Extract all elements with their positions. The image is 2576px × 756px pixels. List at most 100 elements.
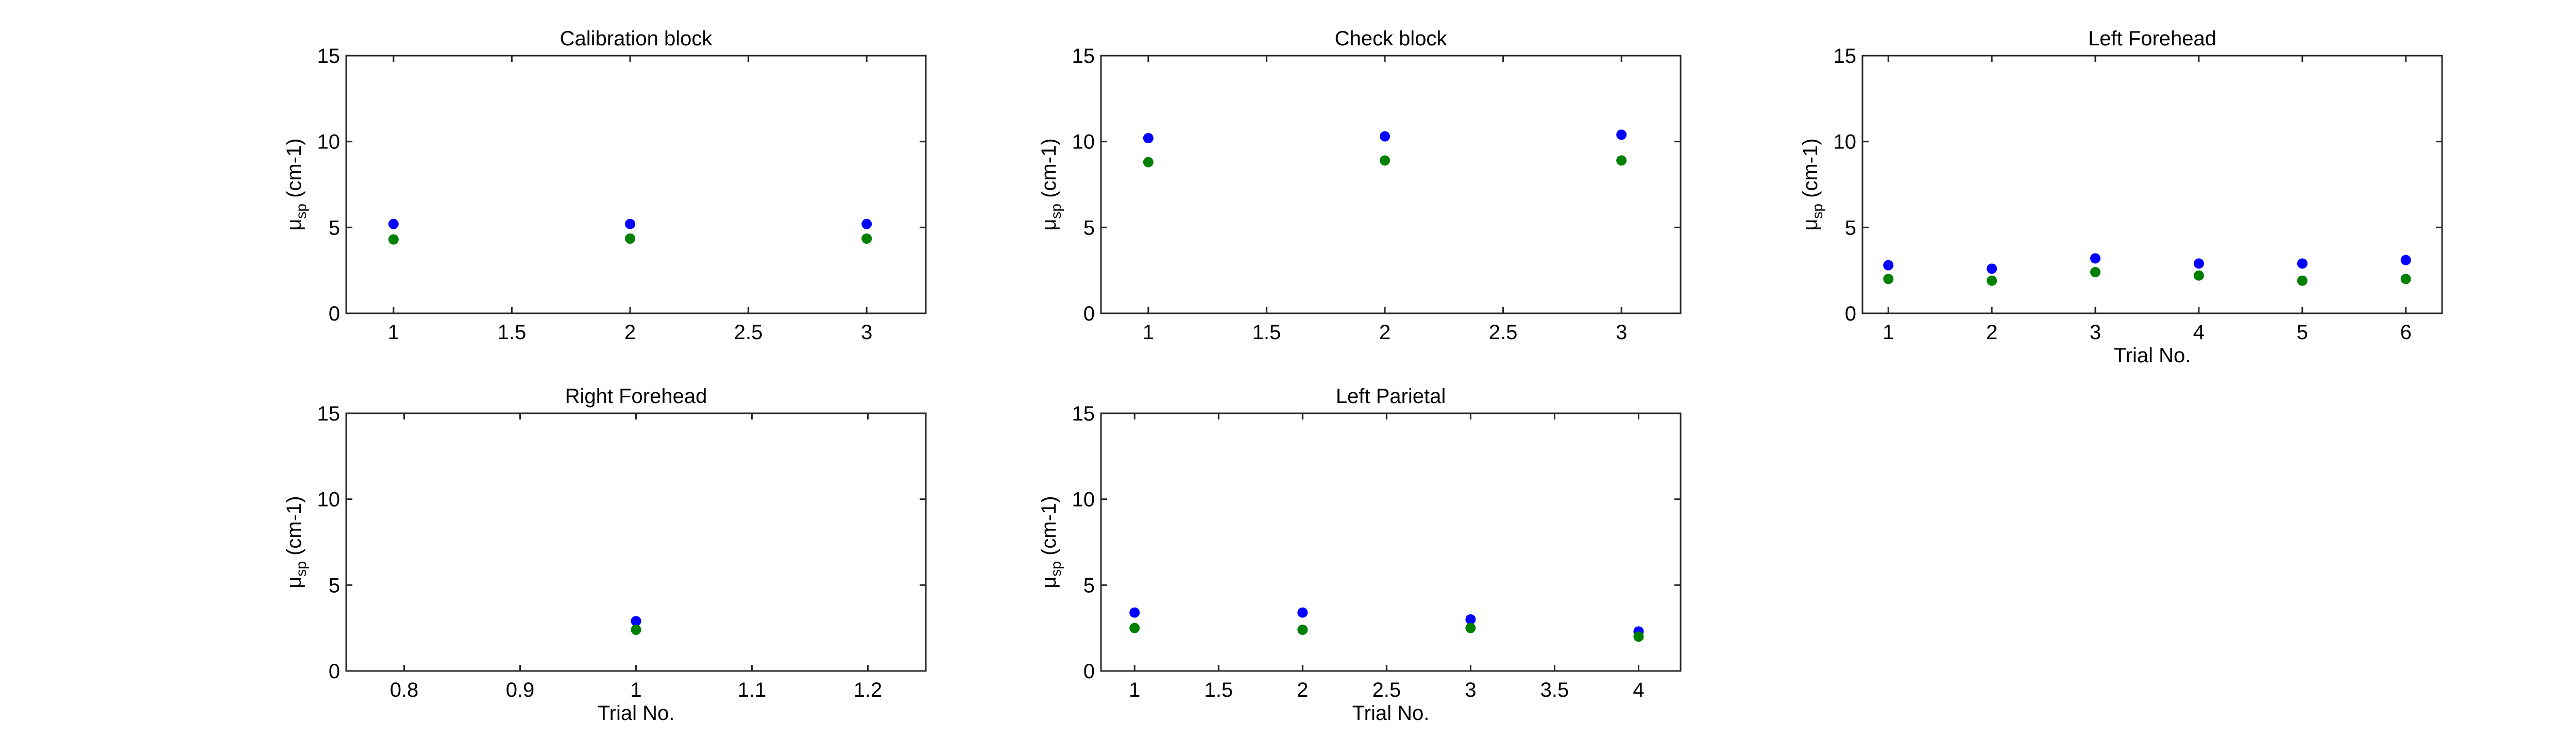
axes-frame [1100, 55, 1682, 314]
data-point-green [625, 233, 636, 244]
chart-panel: 1 1.5 2 2.5 3 0 5 10 15 Check block μsp (cm-1) [1038, 27, 1682, 344]
x-tick-label: 2.5 [1372, 679, 1401, 701]
x-tick-label: 1.5 [1252, 321, 1281, 344]
y-axis-label-symbol: μ [283, 219, 306, 231]
data-point-blue [2400, 255, 2411, 265]
y-axis-label-subscript: sp [1809, 204, 1825, 219]
y-axis-label: μsp (cm-1) [1038, 496, 1064, 588]
y-tick-label: 15 [317, 45, 341, 68]
y-tick-label: 10 [1072, 131, 1095, 154]
x-tick-label: 1 [1129, 679, 1140, 701]
data-point-blue [1297, 607, 1308, 618]
chart-title: Right Forehead [565, 385, 707, 408]
data-point-blue [1129, 607, 1140, 618]
y-tick-label: 5 [329, 216, 340, 239]
y-tick-label: 15 [1072, 402, 1095, 425]
data-point-green [2400, 274, 2411, 284]
data-point-green [1987, 275, 1997, 286]
y-tick-label: 0 [1083, 660, 1095, 683]
y-tick-label: 10 [317, 489, 341, 511]
data-point-green [1380, 155, 1391, 166]
y-tick-label: 10 [1072, 489, 1095, 511]
data-point-green [1633, 631, 1644, 642]
axes-frame [1861, 55, 2443, 314]
y-axis-label-symbol: μ [1799, 219, 1822, 231]
y-axis-label-subscript: sp [1048, 204, 1064, 219]
x-tick-label: 3 [2090, 321, 2101, 344]
y-axis-label: μsp (cm-1) [1799, 138, 1825, 230]
chart-title: Left Parietal [1336, 385, 1446, 408]
x-axis-label: Trial No. [1352, 702, 1430, 725]
y-tick-label: 10 [317, 131, 341, 154]
x-tick-label: 0.9 [506, 679, 535, 701]
x-tick-label: 3.5 [1540, 679, 1569, 701]
axes-frame [1100, 412, 1682, 672]
data-point-blue [2090, 253, 2101, 264]
x-axis-label: Trial No. [2114, 344, 2191, 367]
x-tick-label: 2 [1297, 679, 1308, 701]
data-point-blue [631, 616, 641, 627]
data-point-green [1883, 274, 1894, 284]
x-tick-label: 1.1 [738, 679, 767, 701]
x-axis-label: Trial No. [598, 702, 675, 725]
x-tick-label: 2 [1986, 321, 1997, 344]
chart-panel: 1 1.5 2 2.5 3 0 5 10 15 Calibration block μsp (cm-… [283, 27, 927, 344]
y-axis-label-unit: (cm-1) [1799, 138, 1822, 204]
x-tick-label: 2.5 [1489, 321, 1518, 344]
y-tick-label: 0 [329, 660, 340, 683]
data-point-green [2297, 275, 2308, 286]
y-tick-label: 5 [1083, 574, 1095, 597]
y-tick-label: 0 [329, 303, 340, 325]
data-point-blue [388, 219, 399, 229]
y-axis-label-symbol: μ [283, 577, 306, 589]
data-point-green [1297, 625, 1308, 635]
data-point-blue [625, 219, 636, 229]
y-axis-label-subscript: sp [1048, 561, 1064, 577]
data-point-green [2090, 267, 2101, 277]
y-axis-label-subscript: sp [293, 204, 309, 219]
chart-panel: 1 1.5 2 2.5 3 3.5 4 0 5 10 15 Left Parietal Trial No… [1038, 385, 1682, 725]
x-tick-label: 2 [624, 321, 636, 344]
x-tick-label: 3 [1616, 321, 1627, 344]
data-point-green [388, 234, 399, 245]
data-point-green [1143, 157, 1154, 167]
y-axis-label: μsp (cm-1) [283, 138, 309, 230]
y-tick-label: 5 [329, 574, 340, 597]
x-tick-label: 4 [2193, 321, 2205, 344]
y-axis-label-unit: (cm-1) [1038, 138, 1060, 204]
x-tick-label: 2 [1379, 321, 1391, 344]
data-point-blue [1883, 260, 1894, 271]
x-tick-label: 4 [1633, 679, 1644, 701]
data-point-blue [1616, 129, 1627, 140]
data-point-blue [1143, 133, 1154, 143]
y-axis-label-symbol: μ [1038, 219, 1060, 231]
axes-frame [345, 55, 927, 314]
data-point-green [861, 233, 872, 244]
x-tick-label: 1.2 [854, 679, 883, 701]
chart-title: Calibration block [560, 27, 713, 50]
x-tick-label: 3 [861, 321, 872, 344]
chart-panel: 1 2 3 4 5 6 0 5 10 15 Left Forehead Trial No. μsp (c… [1799, 27, 2443, 367]
x-tick-label: 1 [388, 321, 399, 344]
chart-title: Left Forehead [2088, 27, 2216, 50]
x-tick-label: 2.5 [734, 321, 763, 344]
data-point-blue [861, 219, 872, 229]
x-tick-label: 0.8 [390, 679, 419, 701]
x-tick-label: 1.5 [1204, 679, 1233, 701]
x-tick-label: 1 [1883, 321, 1894, 344]
y-axis-label-unit: (cm-1) [1038, 496, 1060, 561]
data-point-blue [2193, 258, 2204, 269]
data-point-green [1465, 623, 1476, 633]
y-tick-label: 5 [1083, 216, 1095, 239]
y-axis-label-symbol: μ [1038, 577, 1060, 589]
y-tick-label: 0 [1845, 303, 1856, 325]
data-point-blue [2297, 258, 2308, 269]
y-tick-label: 5 [1845, 216, 1856, 239]
y-tick-label: 15 [317, 402, 341, 425]
x-tick-label: 6 [2400, 321, 2412, 344]
y-axis-label-unit: (cm-1) [283, 496, 306, 561]
data-point-green [1129, 623, 1140, 633]
data-point-blue [1987, 263, 1997, 274]
x-tick-label: 5 [2297, 321, 2308, 344]
